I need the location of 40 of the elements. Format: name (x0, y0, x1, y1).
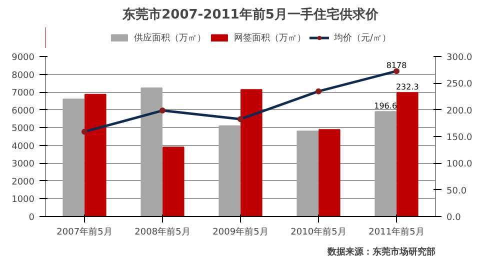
y-tick-label: 9000 (12, 53, 35, 63)
bar (240, 89, 262, 216)
x-tick-label: 2008年前5月 (134, 226, 190, 238)
bar (374, 111, 396, 216)
x-tick-label: 2011年前5月 (368, 226, 424, 238)
bar (396, 92, 418, 216)
legend-label: 供应面积（万㎡） (134, 32, 206, 44)
bar (296, 130, 318, 216)
y-tick-label: 4000 (12, 142, 35, 152)
bar (162, 146, 184, 216)
bar (318, 129, 340, 216)
y-tick-label: 7000 (12, 88, 35, 99)
bar (84, 94, 106, 216)
y-tick-label: 1000 (12, 195, 35, 206)
y-tick-label: 6000 (12, 106, 35, 116)
bar (140, 87, 162, 216)
source-note: 数据来源：东莞市场研究部 (326, 246, 436, 258)
x-tick-label: 2009年前5月 (212, 226, 268, 238)
y2-tick-label: 150.0 (446, 133, 473, 143)
y-tick-label: 5000 (12, 124, 35, 134)
y2-tick-label: 100.0 (446, 160, 473, 170)
y2-tick-label: 0.0 (446, 213, 462, 223)
y-tick-label: 2000 (12, 177, 35, 188)
y2-tick-label: 200.0 (446, 106, 473, 116)
x-tick-label: 2007年前5月 (56, 226, 112, 238)
x-tick-label: 2010年前5月 (290, 226, 346, 238)
y2-tick-label: 300.0 (446, 53, 473, 63)
data-label: 232.3 (396, 82, 419, 92)
legend-label: 网签面积（万㎡） (234, 32, 306, 44)
data-label: 196.6 (374, 102, 398, 111)
chart-title: 东莞市2007-2011年前5月一手住宅供求价 (122, 6, 380, 22)
y2-tick-label: 250.0 (446, 80, 473, 90)
legend-label: 均价（元/㎡） (334, 32, 392, 44)
y-tick-label: 3000 (12, 160, 35, 170)
bar (218, 125, 240, 216)
data-label: 8178 (386, 61, 407, 70)
y2-tick-label: 50.0 (446, 186, 467, 196)
y-tick-label: 0 (28, 213, 35, 223)
y-tick-label: 8000 (12, 70, 35, 81)
bar (62, 98, 84, 216)
